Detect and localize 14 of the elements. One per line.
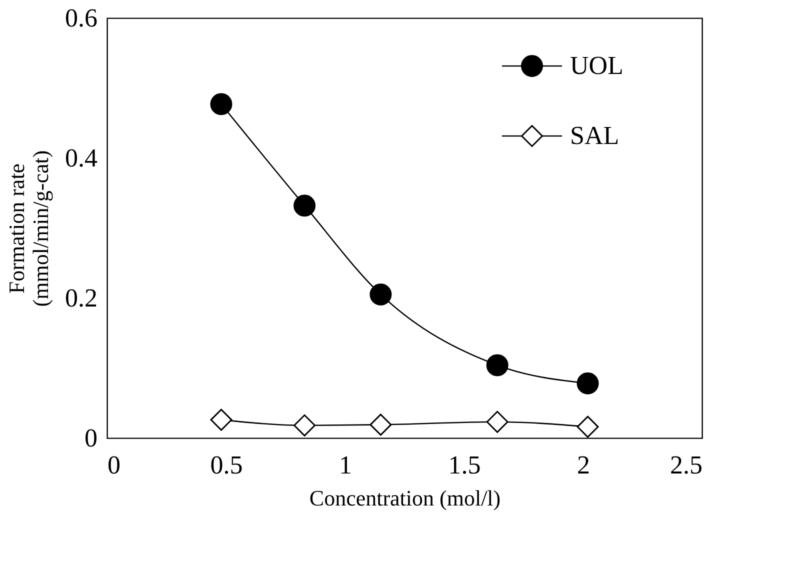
y-tick-label: 0.2 xyxy=(65,284,98,312)
x-tick-label: 1 xyxy=(339,450,352,480)
legend-label: UOL xyxy=(570,51,624,80)
x-tick-label: 0 xyxy=(108,450,120,480)
x-tick-label: 2 xyxy=(577,450,590,480)
legend-label: SAL xyxy=(570,121,620,150)
x-tick-label: 0.5 xyxy=(210,450,243,480)
y-tick-label: 0.4 xyxy=(65,144,98,172)
y-tick-label: 0.6 xyxy=(65,4,98,32)
x-tick-label: 1.5 xyxy=(448,450,481,480)
y-tick-label: 0 xyxy=(84,424,98,452)
x-tick-label: 2.5 xyxy=(670,450,702,480)
y-axis-title: Formation rate (mmol/min/g-cat) xyxy=(4,150,53,307)
x-axis-title: Concentration (mol/l) xyxy=(309,486,501,510)
